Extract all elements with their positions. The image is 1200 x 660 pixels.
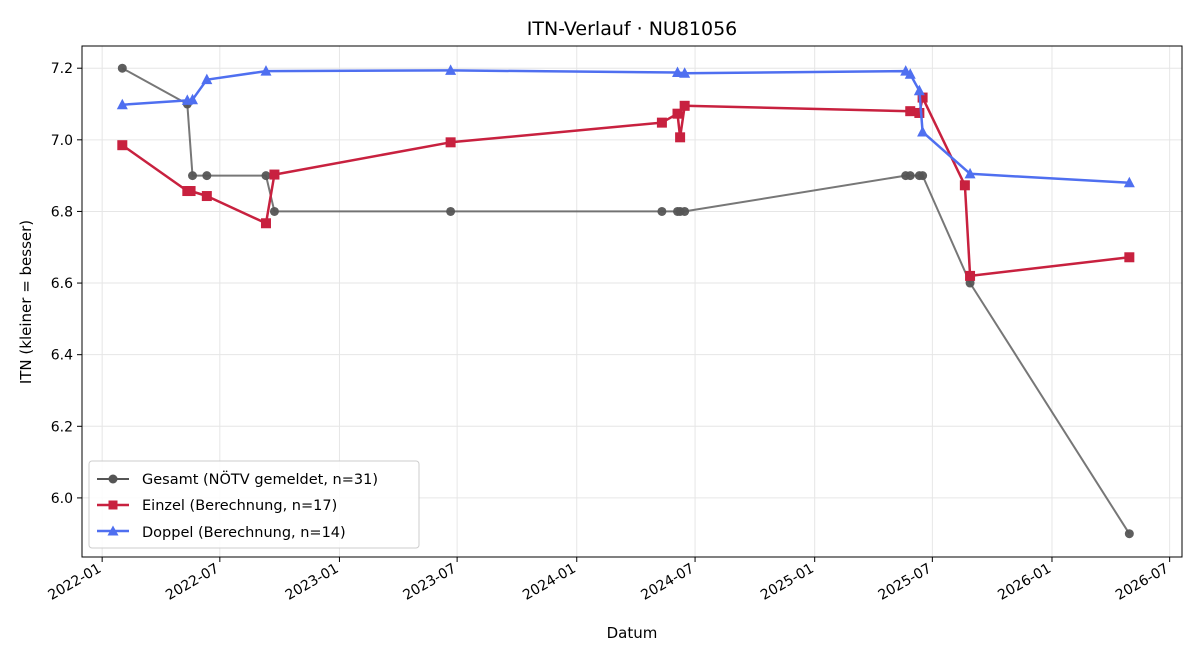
data-point-einzel bbox=[656, 117, 667, 128]
legend-marker-gesamt bbox=[108, 474, 118, 484]
data-point-gesamt bbox=[188, 171, 198, 181]
y-tick-label: 6.2 bbox=[51, 419, 73, 435]
plot-frame bbox=[81, 45, 1183, 558]
data-point-doppel bbox=[679, 67, 691, 78]
legend-label-einzel: Einzel (Berechnung, n=17) bbox=[142, 498, 337, 514]
data-point-einzel bbox=[260, 218, 271, 229]
legend-label-doppel: Doppel (Berechnung, n=14) bbox=[142, 525, 346, 541]
plot-area bbox=[116, 63, 1135, 539]
data-point-einzel bbox=[1124, 252, 1135, 263]
legend-label-gesamt: Gesamt (NÖTV gemeldet, n=31) bbox=[142, 470, 378, 488]
data-point-doppel bbox=[445, 64, 457, 75]
data-point-einzel bbox=[185, 186, 196, 197]
data-point-doppel bbox=[116, 98, 128, 110]
data-point-gesamt bbox=[1124, 529, 1134, 539]
series-line-doppel bbox=[122, 69, 1130, 185]
data-point-doppel bbox=[917, 125, 929, 137]
data-point-doppel bbox=[904, 68, 916, 79]
data-point-doppel bbox=[260, 65, 272, 76]
data-point-doppel bbox=[201, 73, 213, 85]
data-point-gesamt bbox=[905, 171, 915, 181]
legend-box bbox=[88, 460, 420, 549]
chart-title: ITN-Verlauf · NU81056 bbox=[527, 18, 738, 40]
data-point-gesamt bbox=[261, 171, 271, 181]
data-point-doppel bbox=[187, 93, 199, 105]
data-point-doppel bbox=[672, 66, 684, 77]
data-point-gesamt bbox=[918, 171, 928, 181]
data-point-einzel bbox=[905, 106, 916, 117]
y-axis-label: ITN (kleiner = besser) bbox=[17, 220, 35, 384]
data-point-doppel bbox=[1123, 176, 1135, 188]
legend: Gesamt (NÖTV gemeldet, n=31) Einzel (Ber… bbox=[88, 460, 420, 549]
data-point-gesamt bbox=[446, 206, 456, 216]
data-point-einzel bbox=[201, 191, 212, 202]
data-point-einzel bbox=[959, 180, 970, 191]
data-point-einzel bbox=[965, 270, 976, 281]
data-point-doppel bbox=[964, 167, 976, 179]
data-point-einzel bbox=[917, 92, 928, 103]
data-point-doppel bbox=[913, 84, 925, 96]
x-axis-label: Datum bbox=[607, 624, 658, 642]
data-point-gesamt bbox=[657, 206, 667, 216]
data-point-einzel bbox=[445, 137, 456, 148]
legend-marker-doppel bbox=[107, 525, 119, 536]
data-point-einzel bbox=[269, 169, 280, 180]
data-point-einzel bbox=[675, 132, 686, 143]
y-tick-label: 6.6 bbox=[51, 276, 73, 292]
data-point-gesamt bbox=[269, 206, 279, 216]
data-point-einzel bbox=[914, 107, 925, 118]
data-point-einzel bbox=[117, 140, 128, 151]
data-point-gesamt bbox=[117, 63, 127, 73]
data-point-einzel bbox=[679, 100, 690, 111]
data-point-einzel bbox=[672, 108, 683, 119]
y-tick-label: 6.8 bbox=[51, 204, 73, 220]
legend-marker-einzel bbox=[108, 500, 118, 510]
data-point-gesamt bbox=[202, 171, 212, 181]
y-tick-label: 7.0 bbox=[51, 133, 73, 149]
data-point-gesamt bbox=[680, 206, 690, 216]
y-tick-label: 6.4 bbox=[51, 348, 73, 364]
grid-lines bbox=[82, 46, 1182, 557]
y-tick-label: 6.0 bbox=[51, 491, 73, 507]
y-tick-label: 7.2 bbox=[51, 61, 73, 77]
